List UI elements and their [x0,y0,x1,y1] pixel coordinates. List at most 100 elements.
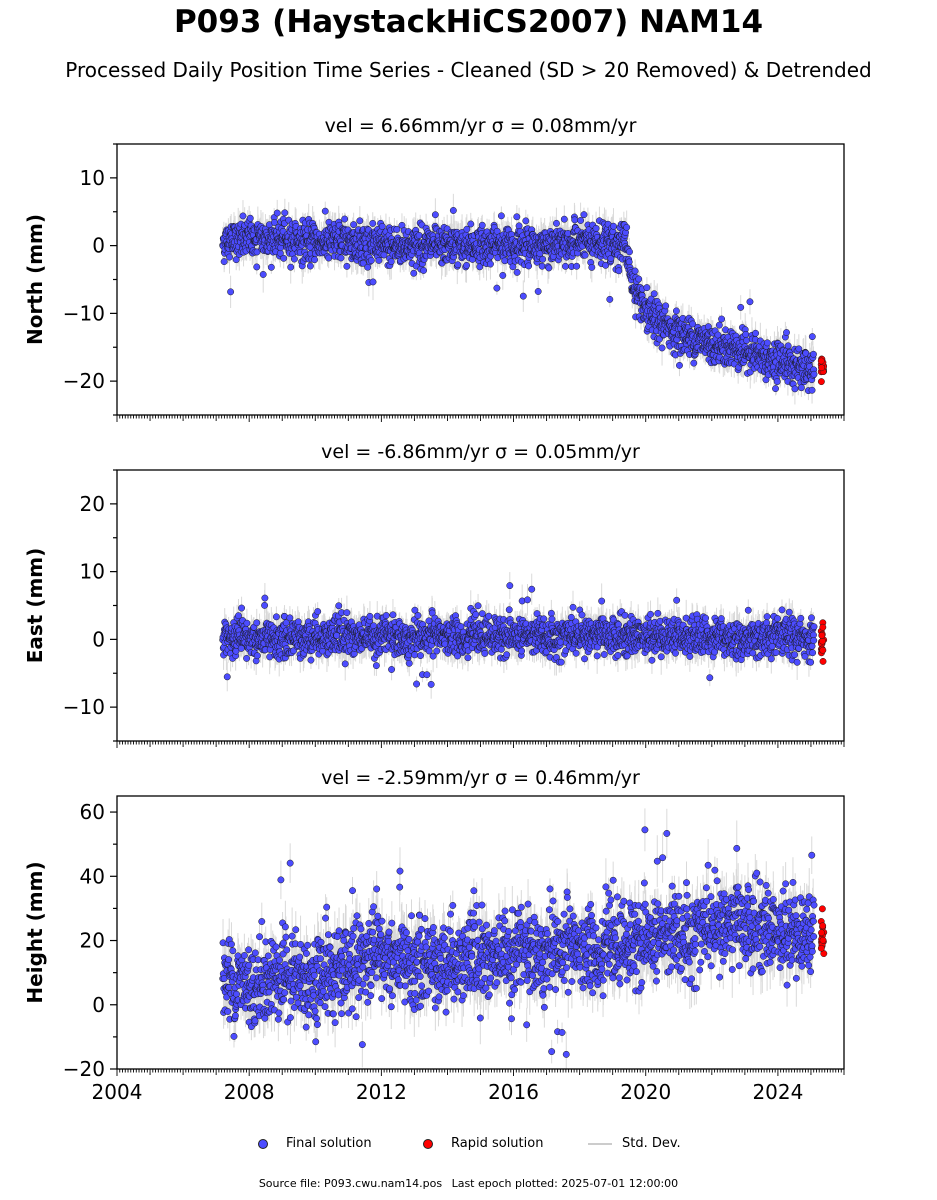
final-point [534,288,542,295]
final-point [267,263,275,271]
final-point [259,271,267,278]
final-point [519,292,527,300]
final-point [808,333,816,341]
final-point [431,211,439,219]
final-point [420,267,428,274]
final-point [571,216,579,224]
final-point [513,268,521,276]
final-point [635,275,643,283]
rapid-solution-points [817,355,828,386]
final-point [545,264,553,272]
final-point [246,214,254,222]
final-point [552,219,560,227]
axes-frame [116,143,845,416]
rapid-point [817,378,825,386]
final-point [577,217,585,224]
y-tick-label: −20 [63,369,105,393]
final-point [809,350,817,358]
final-point [341,215,349,223]
final-point [410,269,418,277]
final-point [232,256,240,264]
final-point [643,284,651,292]
final-point [742,330,750,338]
final-point [375,256,383,264]
final-point [220,258,228,266]
final-point [773,378,781,386]
final-point [743,336,751,344]
final-point [359,259,367,267]
final-point [715,321,723,329]
time-series-plots: vel = 6.66mm/yr σ = 0.08mm/yr North (mm) 1… [23,115,845,1104]
final-point [393,225,401,233]
final-point [343,262,351,270]
final-point [783,329,790,336]
final-point [810,370,818,378]
final-point [581,251,589,259]
final-point [378,222,386,230]
final-point [808,386,816,394]
final-point [454,261,462,269]
final-point [718,315,726,323]
final-point [626,248,633,256]
final-point [513,213,521,221]
y-axis-label: East (mm) [23,548,47,664]
final-point [478,221,486,229]
final-point [525,262,533,270]
final-point [493,284,501,292]
y-tick-label: −10 [63,301,105,325]
final-point [387,258,395,266]
final-point [623,223,631,231]
final-point [784,342,792,350]
final-point [615,267,623,275]
final-point [588,263,596,271]
final-point [280,254,288,262]
final-point [476,263,484,271]
rapid-point [818,364,826,372]
final-point [356,217,364,225]
final-point [737,303,745,311]
final-point [486,260,494,268]
final-point [499,271,507,279]
final-point [791,385,799,393]
final-point [287,263,295,271]
final-point [306,262,314,270]
final-point [538,262,546,270]
plot-area [219,193,828,405]
final-point [662,302,670,310]
final-point [497,212,505,220]
final-point [415,231,423,239]
panel-1: vel = 6.66mm/yr σ = 0.08mm/yr North (mm) 1… [23,115,845,422]
final-point [226,253,233,261]
final-point [625,258,633,266]
chart-title: P093 (HaystackHiCS2007) NAM14 [173,4,764,40]
final-point [467,220,475,228]
final-point [580,211,588,219]
final-point [369,278,377,286]
final-point [325,254,333,262]
final-point [797,384,805,392]
final-point [239,212,247,220]
y-tick-label: 10 [80,166,105,190]
final-point [253,248,261,256]
final-point [515,222,523,230]
final-point [463,261,471,269]
final-point [672,307,680,315]
y-tick-label: 0 [92,234,105,258]
final-point [607,254,615,262]
final-point [746,298,754,306]
final-point [321,207,329,215]
final-point [564,229,572,237]
final-point [676,361,683,369]
plot-area [219,572,828,699]
final-point [449,207,457,214]
final-point [592,224,600,232]
final-point [560,215,568,223]
final-point [350,221,358,229]
final-point [369,219,377,227]
final-point [281,209,289,217]
final-solution-points [219,207,818,395]
final-point [311,256,319,264]
final-point [752,329,760,337]
final-point [610,222,617,230]
